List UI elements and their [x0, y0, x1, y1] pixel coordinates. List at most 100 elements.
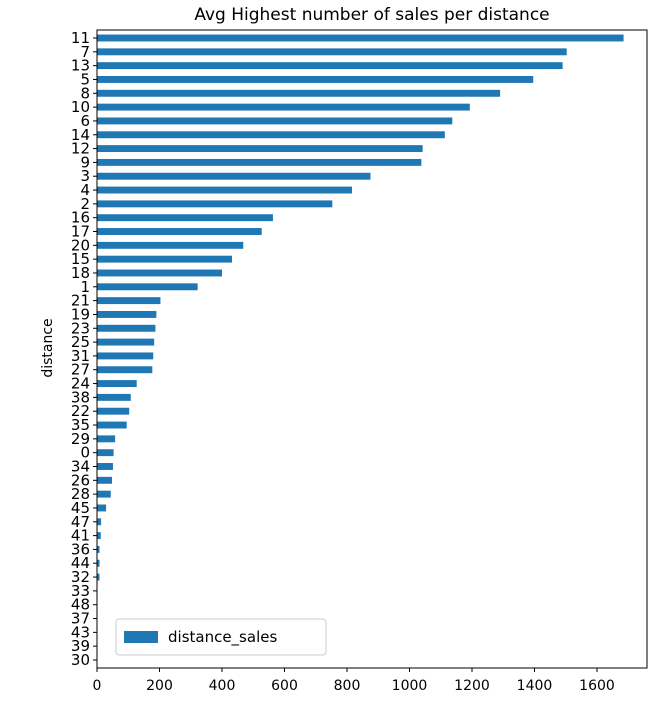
- y-tick-label: 31: [71, 347, 90, 365]
- bar-distance-34: [97, 463, 113, 470]
- y-tick-label: 28: [71, 485, 90, 503]
- bar-distance-9: [97, 158, 422, 166]
- y-axis: 1171358106141293421617201518121192325312…: [71, 29, 97, 669]
- bar-distance-27: [97, 366, 153, 374]
- y-tick-label: 45: [71, 499, 90, 517]
- x-tick-label: 1600: [579, 678, 615, 694]
- bar-distance-4: [97, 186, 352, 194]
- bar-distance-15: [97, 255, 232, 263]
- bar-distance-29: [97, 435, 116, 443]
- y-tick-label: 44: [71, 554, 90, 572]
- y-tick-label: 8: [80, 84, 90, 102]
- y-tick-label: 17: [71, 223, 90, 241]
- y-tick-label: 10: [71, 98, 90, 116]
- bar-distance-26: [97, 476, 112, 484]
- bar-distance-45: [97, 504, 107, 512]
- bar-distance-25: [97, 338, 155, 346]
- y-tick-label: 18: [71, 264, 90, 282]
- y-tick-label: 47: [71, 513, 90, 531]
- y-tick-label: 41: [71, 527, 90, 545]
- bar-distance-3: [97, 172, 371, 180]
- bar-distance-31: [97, 352, 154, 360]
- y-tick-label: 36: [71, 540, 90, 558]
- bar-distance-18: [97, 269, 222, 277]
- y-tick-label: 3: [80, 167, 90, 185]
- bar-distance-20: [97, 241, 244, 249]
- y-tick-label: 25: [71, 333, 90, 351]
- legend: distance_sales: [115, 618, 327, 656]
- bar-distance-8: [97, 89, 501, 97]
- y-tick-label: 48: [71, 596, 90, 614]
- bar-distance-6: [97, 117, 453, 125]
- y-tick-label: 13: [71, 57, 90, 75]
- x-tick-label: 400: [209, 678, 236, 694]
- bar-distance-21: [97, 297, 161, 305]
- y-tick-label: 2: [80, 195, 90, 213]
- x-tick-label: 800: [334, 678, 361, 694]
- x-tick-label: 0: [93, 678, 102, 694]
- bar-distance-10: [97, 103, 470, 111]
- bar-distance-41: [97, 532, 101, 540]
- bar-distance-19: [97, 310, 157, 318]
- y-tick-label: 14: [71, 126, 90, 144]
- y-tick-label: 20: [71, 236, 90, 254]
- y-tick-label: 7: [80, 43, 90, 61]
- bar-distance-22: [97, 407, 130, 415]
- y-tick-label: 4: [80, 181, 90, 199]
- y-tick-label: 43: [71, 623, 90, 641]
- y-tick-label: 16: [71, 209, 90, 227]
- x-tick-label: 1400: [517, 678, 553, 694]
- x-tick-label: 200: [146, 678, 173, 694]
- bar-distance-17: [97, 228, 262, 235]
- bar-distance-13: [97, 62, 563, 70]
- bar-distance-32: [97, 573, 100, 581]
- bar-distance-24: [97, 380, 137, 388]
- bar-distance-38: [97, 393, 131, 401]
- bar-distance-2: [97, 200, 333, 208]
- legend-label-distance-sales: distance_sales: [168, 628, 277, 647]
- plot-frame: [96, 29, 648, 669]
- y-tick-label: 6: [80, 112, 90, 130]
- legend-frame: [115, 618, 327, 656]
- bar-distance-28: [97, 490, 111, 498]
- bar-distance-1: [97, 283, 198, 291]
- bar-distance-35: [97, 421, 127, 429]
- y-tick-label: 22: [71, 402, 90, 420]
- y-tick-label: 12: [71, 140, 90, 158]
- bar-distance-11: [97, 34, 624, 42]
- y-tick-label: 9: [80, 153, 90, 171]
- bar-distance-16: [97, 214, 273, 222]
- y-tick-label: 21: [71, 292, 90, 310]
- y-tick-label: 33: [71, 582, 90, 600]
- x-axis: 0 200 400 600 800 1000 1200 1400 1600: [93, 668, 615, 694]
- y-tick-label: 26: [71, 471, 90, 489]
- y-tick-label: 37: [71, 610, 90, 628]
- chart-title: Avg Highest number of sales per distance: [194, 5, 549, 25]
- x-tick-label: 1000: [392, 678, 428, 694]
- bar-distance-14: [97, 131, 445, 139]
- y-tick-label: 38: [71, 388, 90, 406]
- y-tick-label: 29: [71, 430, 90, 448]
- y-tick-label: 35: [71, 416, 90, 434]
- y-tick-label: 24: [71, 375, 90, 393]
- y-tick-label: 11: [71, 29, 90, 47]
- y-tick-label: 15: [71, 250, 90, 268]
- bar-distance-7: [97, 48, 567, 56]
- y-tick-label: 0: [80, 444, 90, 462]
- bar-distance-12: [97, 145, 423, 153]
- y-tick-label: 19: [71, 305, 90, 323]
- bar-distance-47: [97, 518, 102, 526]
- y-axis-label: distance: [40, 318, 56, 377]
- bar-distance-44: [97, 559, 100, 567]
- y-tick-label: 32: [71, 568, 90, 586]
- bar-distance-5: [97, 76, 534, 83]
- bar-distance-0: [97, 449, 114, 457]
- bars-layer: [97, 34, 624, 581]
- bar-distance-36: [97, 545, 100, 553]
- legend-swatch: [124, 631, 158, 643]
- x-tick-label: 600: [271, 678, 298, 694]
- y-tick-label: 5: [80, 70, 90, 88]
- y-tick-label: 27: [71, 361, 90, 379]
- x-tick-label: 1200: [454, 678, 490, 694]
